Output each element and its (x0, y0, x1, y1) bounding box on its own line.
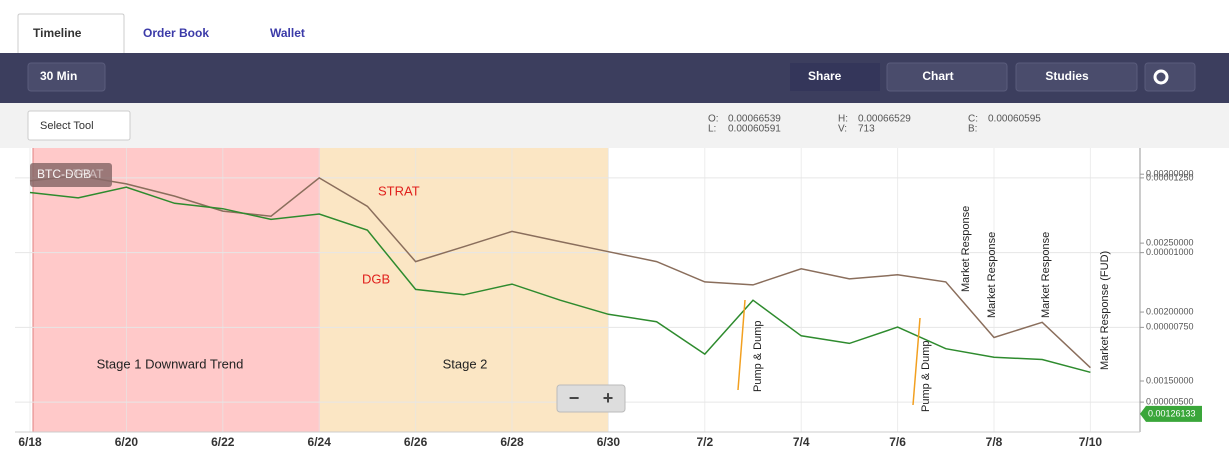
zoom-out[interactable]: − (569, 388, 580, 408)
x-tick-label: 6/22 (211, 435, 235, 449)
chart-button[interactable] (886, 62, 1008, 92)
ohlc: O: 0.00066539 L: 0.00060591 H: 0.0006652… (708, 114, 1041, 135)
x-tick-label: 6/24 (308, 435, 332, 449)
chart-type[interactable]: Chart (922, 69, 953, 83)
pump-line (912, 317, 921, 406)
ohlc-value: 713 (858, 124, 875, 135)
annotation: Market Response (960, 206, 972, 292)
ohlc-value: 0.00066529 (858, 114, 911, 125)
x-tick-label: 7/8 (986, 435, 1003, 449)
x-tick-label: 7/6 (889, 435, 906, 449)
annotation: Pump & Dump (752, 320, 764, 392)
ohlc-label: C: (968, 114, 978, 125)
x-tick-label: 6/26 (404, 435, 428, 449)
tab[interactable]: Wallet (270, 26, 305, 40)
studies[interactable]: Studies (1045, 69, 1089, 83)
ohlc-label: L: (708, 124, 716, 135)
x-tick-label: 6/30 (597, 435, 621, 449)
select-tool[interactable] (27, 110, 131, 141)
series-line (29, 186, 1091, 374)
subbar (0, 103, 1229, 148)
share[interactable]: Share (808, 69, 842, 83)
annotation: Market Response (FUD) (1099, 251, 1111, 370)
zoom-controls (556, 384, 626, 413)
y-tick-label: 0.00001000 (1146, 247, 1194, 257)
x-tick-label: 7/2 (696, 435, 713, 449)
tab[interactable]: Timeline (33, 26, 82, 40)
x-tick-label: 6/28 (500, 435, 524, 449)
zoom-in[interactable]: + (603, 388, 614, 408)
annotation: Market Response (986, 232, 998, 318)
share-button[interactable] (790, 63, 880, 91)
tab[interactable]: Order Book (143, 26, 209, 40)
ohlc-label: V: (838, 124, 847, 135)
tab-active[interactable] (17, 13, 125, 53)
ohlc-value: 0.00066539 (728, 114, 781, 125)
annotation: Stage 2 (443, 356, 488, 371)
x-tick-label: 7/10 (1079, 435, 1103, 449)
ohlc-value: 0.00060595 (988, 114, 1041, 125)
symbol-label: BTC-STRAT (37, 167, 104, 181)
ohlc-label: H: (838, 114, 848, 125)
y2-tick-label: 0.00300000 (1146, 169, 1194, 179)
tab-bar (0, 0, 1229, 53)
symbol-label: BTC-DGB (37, 167, 91, 181)
ohlc-label: B: (968, 124, 977, 135)
stage-band (33, 148, 320, 432)
annotation: DGB (362, 271, 390, 286)
y2-tick-label: 0.00200000 (1146, 306, 1194, 316)
last-value-label: 0.00126133 (1148, 408, 1196, 418)
studies-button[interactable] (1015, 62, 1138, 92)
x-tick-label: 6/18 (18, 435, 42, 449)
series-line (29, 175, 1091, 369)
annotation: Market Response (1040, 232, 1052, 318)
y-tick-label: 0.00000500 (1146, 396, 1194, 406)
y2-tick-label: 0.00250000 (1146, 238, 1194, 248)
symbol-box (30, 163, 112, 187)
gear-icon (1153, 69, 1169, 85)
y-tick-label: 0.00000750 (1146, 322, 1194, 332)
y-tick-label: 0.00001250 (1146, 172, 1194, 182)
annotation: Stage 1 Downward Trend (97, 356, 244, 371)
ohlc-value: 0.00060591 (728, 124, 781, 135)
interval[interactable]: 30 Min (40, 69, 77, 83)
ohlc-label: O: (708, 114, 719, 125)
last-value-tag (1140, 405, 1202, 422)
annotation: STRAT (378, 183, 420, 198)
annotation: Pump & Dump (920, 340, 932, 412)
chart: 6/18 6/20 6/22 6/24 6/26 6/28 6/30 7/2 7/4 7/6 7/8… (15, 148, 1202, 449)
y2-tick-label: 0.00150000 (1146, 375, 1194, 385)
pump-line (737, 299, 746, 391)
interval-button[interactable] (27, 62, 106, 92)
select-tool-label[interactable]: Select Tool (40, 120, 94, 132)
x-tick-label: 6/20 (115, 435, 139, 449)
x-tick-label: 7/4 (793, 435, 810, 449)
settings-button[interactable] (1144, 62, 1196, 92)
